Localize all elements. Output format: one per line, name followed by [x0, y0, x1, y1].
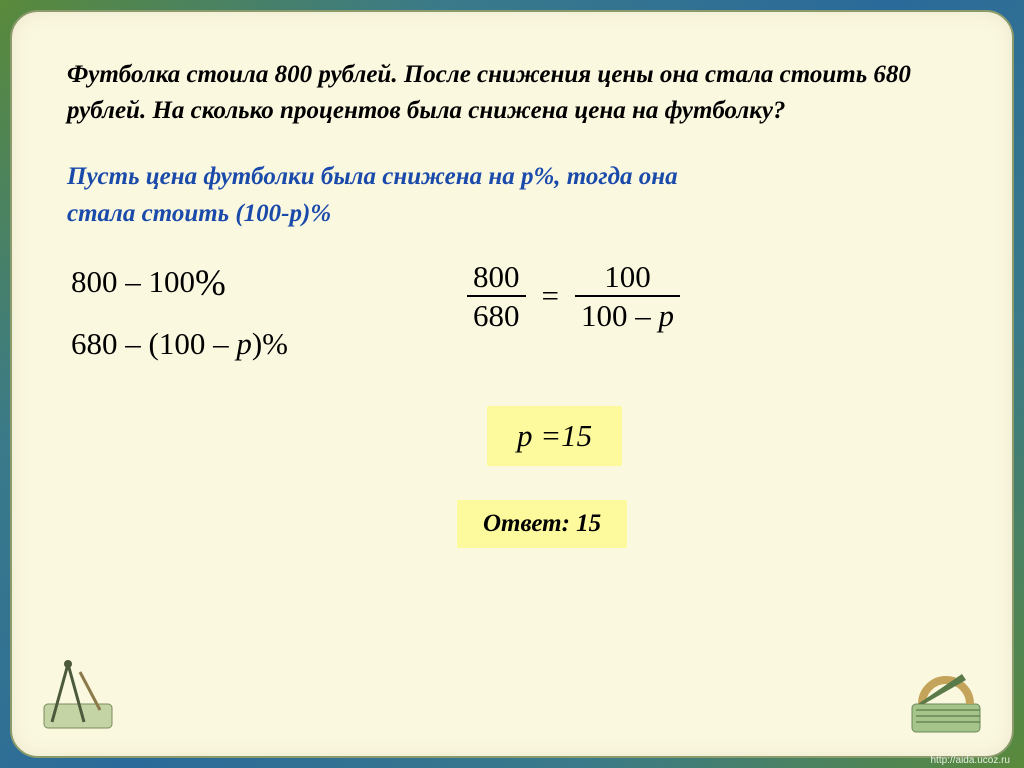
- answer-label: Ответ:: [483, 510, 576, 537]
- intro-line-2: стала стоить (100-p)%: [67, 200, 331, 227]
- result-var: p: [517, 418, 533, 453]
- val-800: 800: [71, 264, 118, 299]
- frac2-den-100: 100: [581, 298, 628, 333]
- answer-box: Ответ: 15: [457, 500, 627, 548]
- proportion-setup: 800 – 100% 680 – (100 – p)%: [67, 259, 377, 362]
- problem-statement: Футболка стоила 800 рублей. После снижен…: [67, 57, 957, 130]
- frac2-num: 100: [598, 259, 657, 296]
- fraction-row: 800 680 = 100 100 – p: [467, 259, 957, 334]
- footer-url: http://aida.ucoz.ru: [931, 755, 1011, 766]
- var-p: p: [236, 326, 252, 361]
- paren-pct: )%: [252, 326, 288, 361]
- slide-card: Футболка стоила 800 рублей. После снижен…: [10, 10, 1014, 758]
- math-area: 800 – 100% 680 – (100 – p)% 800 680 = 10…: [67, 259, 957, 362]
- slide-frame: Футболка стоила 800 рублей. После снижен…: [0, 0, 1024, 768]
- protractor-icon: [908, 660, 984, 736]
- eq-line-1: 800 – 100%: [71, 259, 377, 302]
- answer-value: 15: [576, 510, 601, 537]
- intro-line-1: Пусть цена футболки была снижена на p%, …: [67, 163, 678, 190]
- equals-sign: =: [542, 278, 559, 314]
- frac2-den: 100 – p: [575, 295, 680, 334]
- result-box: p =15: [487, 406, 622, 466]
- fraction-1: 800 680: [467, 259, 526, 334]
- eq-line-2: 680 – (100 – p)%: [71, 326, 377, 362]
- frac1-num: 800: [467, 259, 526, 296]
- paren-100: (100: [149, 326, 206, 361]
- result-value: 15: [561, 418, 592, 453]
- solution-intro: Пусть цена футболки была снижена на p%, …: [67, 158, 957, 233]
- frac2-den-p: p: [658, 298, 674, 333]
- fraction-2: 100 100 – p: [575, 259, 680, 334]
- frac1-den: 680: [467, 295, 526, 334]
- proportion-equation: 800 680 = 100 100 – p: [467, 259, 957, 334]
- percent-sign: %: [195, 263, 226, 304]
- compass-icon: [40, 656, 116, 732]
- val-100: 100: [149, 264, 196, 299]
- val-680: 680: [71, 326, 118, 361]
- result-eq: =: [540, 418, 561, 453]
